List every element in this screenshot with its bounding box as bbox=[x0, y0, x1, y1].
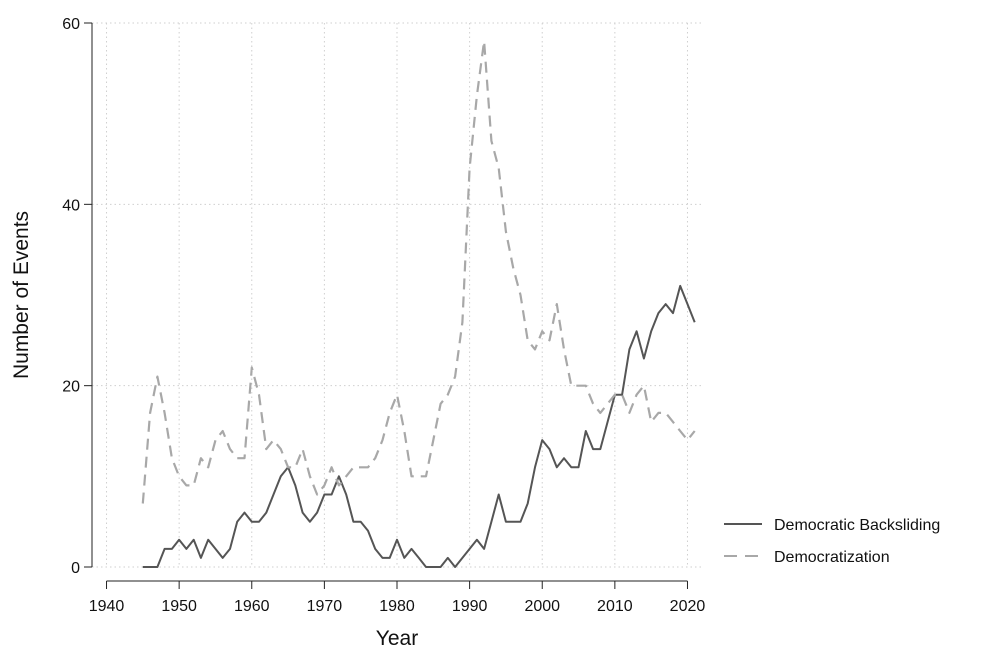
x-tick-label: 1970 bbox=[307, 598, 343, 615]
x-tick-label: 2020 bbox=[670, 598, 706, 615]
y-tick-label: 0 bbox=[71, 560, 80, 577]
legend-label-democratization: Democratization bbox=[774, 549, 890, 566]
x-axis-title: Year bbox=[376, 627, 418, 650]
x-tick-label: 1950 bbox=[161, 598, 197, 615]
x-tick-label: 1980 bbox=[379, 598, 415, 615]
grid-lines bbox=[92, 22, 702, 568]
x-tick-label: 1990 bbox=[452, 598, 488, 615]
legend-item-democratization: Democratization bbox=[724, 549, 890, 566]
series-line-democratization bbox=[141, 39, 696, 504]
x-tick-label: 2010 bbox=[597, 598, 633, 615]
legend-label-democratic-backsliding: Democratic Backsliding bbox=[774, 517, 940, 534]
legend: Democratic Backsliding Democratization bbox=[724, 517, 940, 566]
y-tick-label: 20 bbox=[62, 379, 80, 396]
axes bbox=[91, 23, 688, 582]
tick-marks-and-labels: 0 20 40 60 1940 1950 1960 1970 1980 1990 2000 2010 2… bbox=[62, 16, 705, 615]
series-line-democratic-backsliding bbox=[142, 284, 696, 568]
x-tick-label: 1940 bbox=[89, 598, 125, 615]
x-tick-label: 2000 bbox=[524, 598, 560, 615]
y-tick-label: 40 bbox=[62, 197, 80, 214]
series-lines bbox=[141, 39, 696, 568]
legend-item-democratic-backsliding: Democratic Backsliding bbox=[724, 517, 940, 534]
y-axis-title: Number of Events bbox=[10, 211, 33, 379]
y-tick-label: 60 bbox=[62, 16, 80, 33]
x-tick-label: 1960 bbox=[234, 598, 270, 615]
